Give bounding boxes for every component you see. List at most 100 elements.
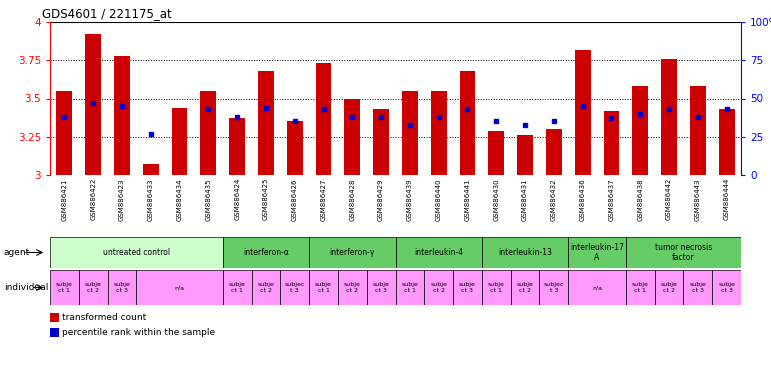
Bar [315,63,332,175]
Bar [338,270,367,305]
Bar [309,237,396,268]
Text: subje
ct 2: subje ct 2 [517,282,534,293]
Text: interferon-α: interferon-α [243,248,289,257]
Bar [50,237,223,268]
Bar [424,270,453,305]
Bar [223,270,251,305]
Bar [287,121,303,175]
Bar [396,270,424,305]
Text: GSM886433: GSM886433 [148,178,153,221]
Text: subje
ct 2: subje ct 2 [258,282,274,293]
Bar [574,50,591,175]
Text: GSM886439: GSM886439 [407,178,413,221]
Bar [712,270,741,305]
Text: subje
ct 3: subje ct 3 [113,282,130,293]
Bar [229,118,245,175]
Text: subje
ct 1: subje ct 1 [229,282,246,293]
Text: GSM886431: GSM886431 [522,178,528,221]
Bar [108,270,136,305]
Bar [86,34,101,175]
Text: individual: individual [4,283,49,292]
Text: GSM886427: GSM886427 [321,178,327,220]
Text: GSM886434: GSM886434 [177,178,183,220]
Bar [172,108,187,175]
Text: agent: agent [4,248,30,257]
Bar [453,270,482,305]
Bar [56,91,72,175]
Bar [683,270,712,305]
Bar [661,59,677,175]
Text: GSM886432: GSM886432 [550,178,557,220]
Text: GDS4601 / 221175_at: GDS4601 / 221175_at [42,7,172,20]
Bar [568,270,626,305]
Bar [488,131,504,175]
Text: subje
ct 2: subje ct 2 [85,282,102,293]
Bar [655,270,683,305]
Text: GSM886421: GSM886421 [62,178,67,220]
Text: GSM886437: GSM886437 [608,178,614,221]
Text: GSM886444: GSM886444 [724,178,729,220]
Text: interleukin-13: interleukin-13 [498,248,552,257]
Bar [690,86,705,175]
Text: subje
ct 3: subje ct 3 [689,282,706,293]
Text: subje
ct 1: subje ct 1 [315,282,332,293]
Bar [281,270,309,305]
Text: subjec
t 3: subjec t 3 [544,282,564,293]
Bar [604,111,619,175]
Text: GSM886440: GSM886440 [436,178,442,220]
Text: interferon-γ: interferon-γ [330,248,375,257]
Bar [517,135,533,175]
Bar [431,91,446,175]
Text: GSM886425: GSM886425 [263,178,269,220]
Bar [367,270,396,305]
Bar [50,328,59,337]
Bar [258,71,274,175]
Text: GSM886442: GSM886442 [666,178,672,220]
Bar [568,237,626,268]
Text: subjec
t 3: subjec t 3 [284,282,305,293]
Bar [626,237,741,268]
Bar [136,270,223,305]
Bar [510,270,540,305]
Bar [114,56,130,175]
Text: subje
ct 1: subje ct 1 [631,282,648,293]
Bar [223,237,309,268]
Text: n/a: n/a [174,285,184,290]
Bar [345,99,360,175]
Text: transformed count: transformed count [62,313,146,322]
Text: subje
ct 3: subje ct 3 [459,282,476,293]
Text: tumor necrosis
factor: tumor necrosis factor [655,243,712,262]
Bar [143,164,159,175]
Text: GSM886429: GSM886429 [378,178,384,220]
Bar [482,237,568,268]
Text: interleukin-17
A: interleukin-17 A [570,243,624,262]
Bar [79,270,108,305]
Text: untreated control: untreated control [103,248,170,257]
Bar [540,270,568,305]
Text: subje
ct 3: subje ct 3 [372,282,389,293]
Text: GSM886441: GSM886441 [464,178,470,220]
Text: subje
ct 3: subje ct 3 [718,282,735,293]
Bar [626,270,655,305]
Bar [251,270,281,305]
Text: GSM886423: GSM886423 [119,178,125,220]
Text: GSM886430: GSM886430 [493,178,500,221]
Text: subje
ct 2: subje ct 2 [344,282,361,293]
Bar [482,270,510,305]
Text: subje
ct 1: subje ct 1 [402,282,419,293]
Text: GSM886426: GSM886426 [291,178,298,220]
Text: GSM886422: GSM886422 [90,178,96,220]
Text: n/a: n/a [592,285,602,290]
Bar [200,91,217,175]
Bar [719,109,735,175]
Text: subje
ct 2: subje ct 2 [661,282,678,293]
Text: GSM886424: GSM886424 [234,178,240,220]
Text: GSM886435: GSM886435 [205,178,211,220]
Bar [632,86,648,175]
Bar [396,237,482,268]
Bar [460,71,476,175]
Text: percentile rank within the sample: percentile rank within the sample [62,328,215,337]
Text: GSM886438: GSM886438 [637,178,643,221]
Text: interleukin-4: interleukin-4 [414,248,463,257]
Bar [402,91,418,175]
